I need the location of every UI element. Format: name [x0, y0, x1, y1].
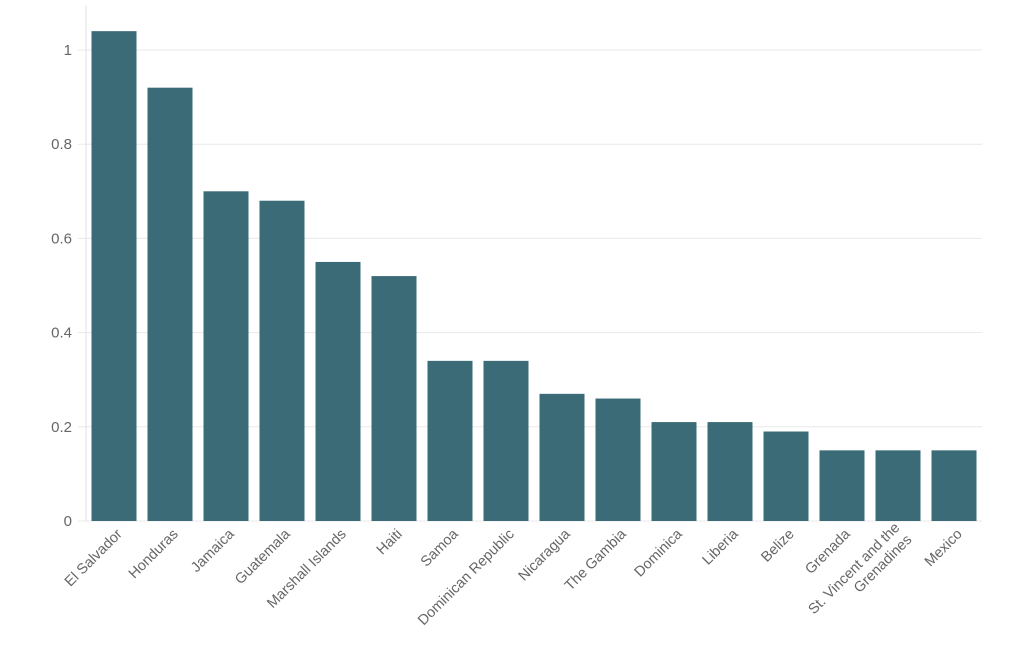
bar-0: [91, 31, 137, 521]
x-tick-label-line: Mexico: [922, 526, 966, 570]
bar-3: [259, 200, 305, 521]
bar-15: [931, 450, 977, 521]
bar-4: [315, 261, 361, 521]
x-tick-label: Honduras: [126, 526, 182, 582]
bar-6: [427, 360, 473, 521]
x-tick-label-line: Belize: [758, 526, 797, 565]
bar-2: [203, 191, 249, 522]
bar-13: [819, 450, 865, 521]
x-tick-label-line: Honduras: [126, 526, 182, 582]
x-tick-label-line: Jamaica: [188, 526, 238, 576]
x-tick-label: Dominican Republic: [415, 526, 517, 628]
x-tick-label-line: Liberia: [700, 526, 743, 569]
y-tick-label: 0.2: [51, 419, 72, 436]
bar-5: [371, 276, 417, 521]
x-tick-label: Nicaragua: [516, 526, 575, 585]
x-tick-label: Liberia: [700, 526, 743, 569]
x-tick-label: Jamaica: [188, 526, 238, 576]
x-tick-label: Haiti: [374, 526, 406, 558]
x-tick-label-line: Dominican Republic: [415, 526, 517, 628]
y-tick-label: 0.6: [51, 230, 72, 247]
x-tick-label: Dominica: [632, 526, 687, 581]
x-tick-label-line: The Gambia: [562, 526, 630, 594]
y-tick-label: 0.4: [51, 325, 72, 342]
x-tick-label: The Gambia: [562, 526, 630, 594]
y-tick-label: 1: [64, 42, 72, 59]
bar-11: [707, 422, 753, 521]
x-tick-label: Samoa: [418, 526, 462, 570]
x-tick-label-line: Haiti: [374, 526, 406, 558]
bar-7: [483, 360, 529, 521]
x-tick-label: Mexico: [922, 526, 966, 570]
bar-12: [763, 431, 809, 521]
bar-9: [595, 398, 641, 521]
x-tick-label-line: Nicaragua: [516, 526, 575, 585]
y-tick-label: 0.8: [51, 136, 72, 153]
x-tick-label: Belize: [758, 526, 797, 565]
x-tick-label-line: El Salvador: [62, 526, 126, 590]
bar-8: [539, 393, 585, 521]
bar-14: [875, 450, 921, 521]
bar-1: [147, 87, 193, 522]
bar-10: [651, 422, 697, 521]
x-tick-label: El Salvador: [62, 526, 126, 590]
y-tick-label: 0: [64, 513, 72, 530]
x-tick-label-line: Dominica: [632, 526, 687, 581]
x-tick-label-line: Samoa: [418, 526, 462, 570]
